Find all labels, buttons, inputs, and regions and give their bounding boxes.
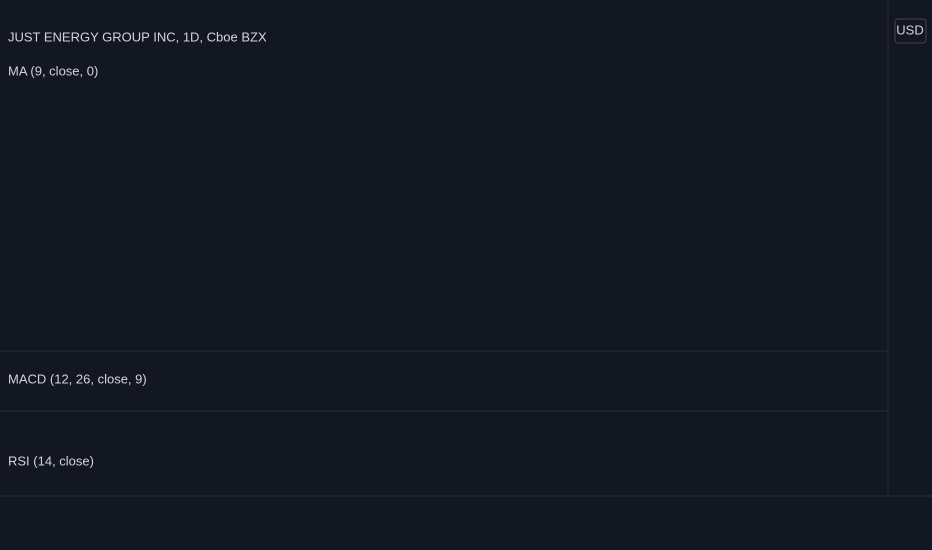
indicator-label: RSI (14, close)	[8, 453, 94, 468]
currency-button[interactable]	[894, 18, 927, 44]
currency-label[interactable]: USD	[896, 22, 923, 37]
indicator-label: MA (9, close, 0)	[8, 63, 98, 78]
labels: JUST ENERGY GROUP INC, 1D, Cboe BZX MA (…	[8, 18, 927, 468]
indicator-label: MACD (12, 26, close, 9)	[8, 371, 147, 386]
chart-title: JUST ENERGY GROUP INC, 1D, Cboe BZX	[8, 29, 267, 44]
